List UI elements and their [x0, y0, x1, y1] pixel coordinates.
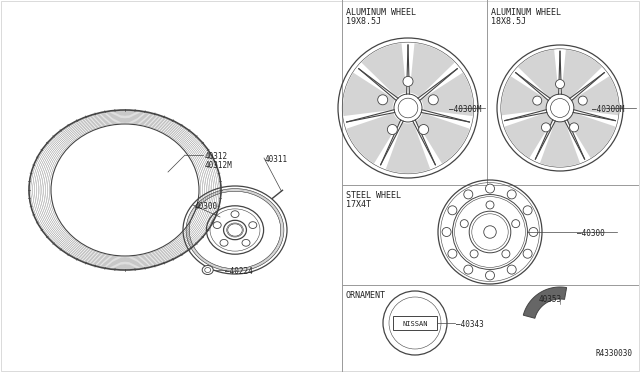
Polygon shape: [572, 76, 619, 115]
Polygon shape: [504, 112, 553, 158]
Polygon shape: [416, 113, 470, 164]
Ellipse shape: [464, 190, 473, 199]
Ellipse shape: [428, 95, 438, 105]
Text: ALUMINUM WHEEL: ALUMINUM WHEEL: [491, 8, 561, 17]
Text: STEEL WHEEL: STEEL WHEEL: [346, 191, 401, 200]
Text: 17X4T: 17X4T: [346, 200, 371, 209]
Polygon shape: [501, 76, 548, 115]
Text: —40343: —40343: [456, 320, 484, 329]
Text: R4330030: R4330030: [595, 349, 632, 358]
Ellipse shape: [541, 123, 550, 132]
Ellipse shape: [502, 250, 510, 258]
Bar: [393, 316, 437, 330]
Ellipse shape: [556, 80, 564, 89]
Text: 40353: 40353: [538, 295, 561, 304]
Polygon shape: [346, 113, 400, 164]
Ellipse shape: [419, 125, 429, 135]
Ellipse shape: [231, 211, 239, 218]
Ellipse shape: [529, 228, 538, 237]
Ellipse shape: [387, 125, 397, 135]
Polygon shape: [386, 122, 430, 173]
Ellipse shape: [213, 222, 221, 228]
Polygon shape: [421, 73, 473, 116]
Polygon shape: [524, 287, 566, 318]
Ellipse shape: [486, 184, 495, 193]
Polygon shape: [343, 73, 395, 116]
Text: ALUMINUM WHEEL: ALUMINUM WHEEL: [346, 8, 416, 17]
Ellipse shape: [523, 206, 532, 215]
Ellipse shape: [523, 249, 532, 258]
Ellipse shape: [532, 96, 541, 105]
Ellipse shape: [486, 201, 494, 209]
Ellipse shape: [464, 265, 473, 274]
Ellipse shape: [220, 240, 228, 246]
Ellipse shape: [508, 265, 516, 274]
Polygon shape: [561, 50, 602, 98]
Ellipse shape: [484, 226, 496, 238]
Ellipse shape: [508, 190, 516, 199]
Ellipse shape: [448, 206, 457, 215]
Text: 19X8.5J: 19X8.5J: [346, 17, 381, 26]
Text: 40312: 40312: [205, 152, 228, 161]
Ellipse shape: [448, 249, 457, 258]
Text: ORNAMENT: ORNAMENT: [346, 291, 386, 300]
Ellipse shape: [512, 219, 520, 228]
Polygon shape: [540, 121, 580, 167]
Text: —40300M: —40300M: [591, 105, 624, 114]
Polygon shape: [518, 50, 559, 98]
Text: 40311: 40311: [265, 155, 288, 164]
Text: —40300: —40300: [577, 229, 605, 238]
Text: —40300M: —40300M: [449, 105, 481, 114]
Ellipse shape: [579, 96, 588, 105]
Text: 40312M: 40312M: [205, 161, 233, 170]
Ellipse shape: [378, 95, 388, 105]
Ellipse shape: [403, 76, 413, 86]
Polygon shape: [410, 43, 454, 97]
Ellipse shape: [242, 240, 250, 246]
Text: 40300: 40300: [195, 202, 218, 211]
Ellipse shape: [202, 266, 213, 275]
Polygon shape: [567, 112, 616, 158]
Ellipse shape: [486, 271, 495, 280]
Text: NISSAN: NISSAN: [403, 321, 428, 327]
Text: 18X8.5J: 18X8.5J: [491, 17, 526, 26]
Polygon shape: [362, 43, 406, 97]
Ellipse shape: [460, 219, 468, 228]
Text: —40224: —40224: [225, 267, 252, 276]
Ellipse shape: [442, 228, 451, 237]
Ellipse shape: [570, 123, 579, 132]
Ellipse shape: [249, 222, 257, 228]
Ellipse shape: [470, 250, 478, 258]
